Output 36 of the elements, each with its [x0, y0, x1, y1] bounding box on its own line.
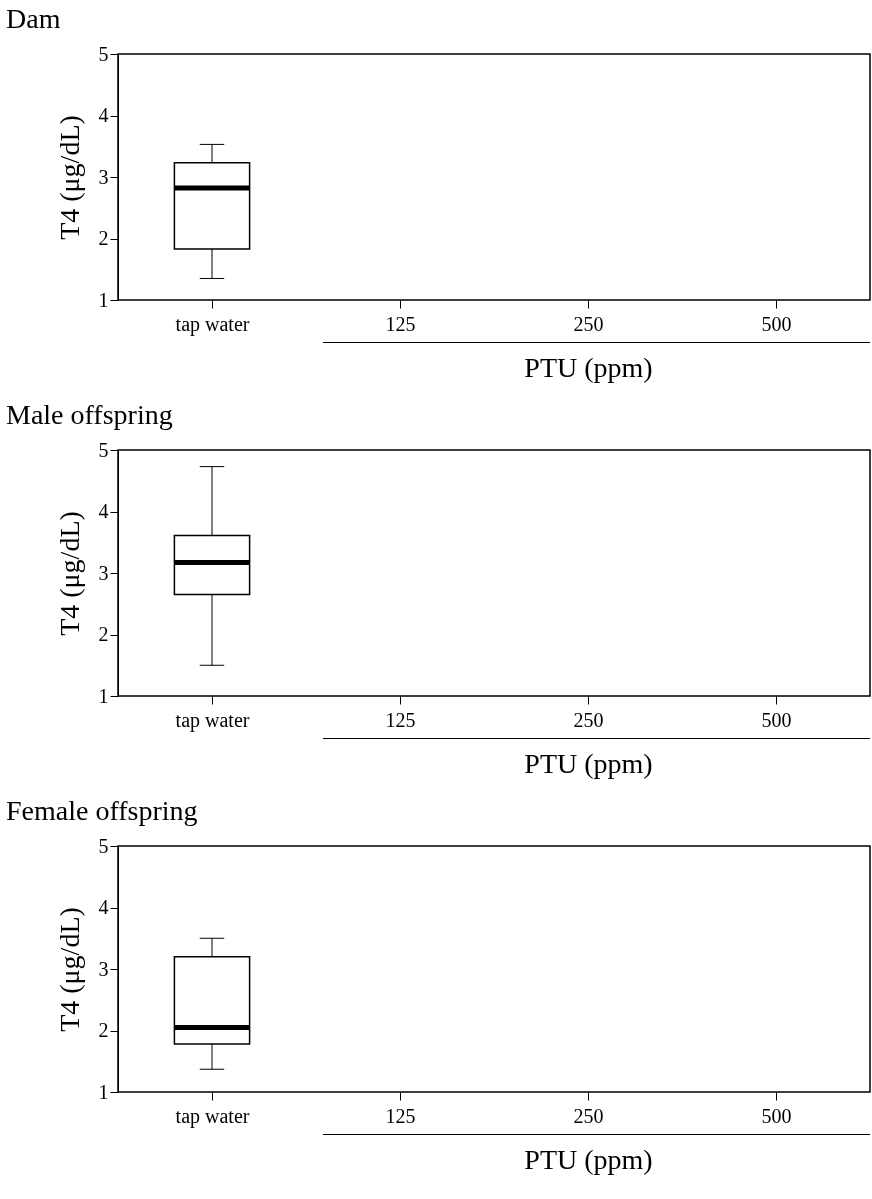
y-tick-label: 4: [98, 500, 109, 522]
x-tick-label: tap water: [175, 1104, 250, 1128]
chart-title: Female offspring: [6, 795, 198, 826]
x-tick-label: 250: [573, 312, 604, 335]
x-tick-label: 125: [385, 708, 416, 731]
y-tick-label: 1: [98, 288, 109, 311]
y-tick-label: 2: [98, 623, 109, 645]
y-tick-label: 3: [98, 957, 109, 980]
chart-title: Male offspring: [6, 399, 173, 430]
x-tick-label: 500: [761, 1104, 792, 1127]
y-tick-label: 5: [98, 834, 109, 857]
y-tick-label: 1: [98, 1080, 109, 1103]
y-axis-title: T4 (μg/dL): [53, 115, 85, 240]
x-tick-label: 125: [385, 1104, 416, 1127]
y-tick-label: 5: [98, 438, 109, 461]
y-tick-label: 4: [98, 896, 109, 918]
y-axis-title: T4 (μg/dL): [53, 511, 85, 636]
y-tick-label: 3: [98, 561, 109, 584]
x-axis-title: PTU (ppm): [524, 1143, 653, 1175]
x-axis-title: PTU (ppm): [524, 351, 653, 383]
y-axis-title: T4 (μg/dL): [53, 907, 85, 1032]
y-tick-label: 2: [98, 1019, 109, 1041]
x-tick-label: 500: [761, 312, 792, 335]
x-tick-label: 125: [385, 312, 416, 335]
x-tick-label: 500: [761, 708, 792, 731]
x-tick-label: tap water: [175, 708, 250, 732]
x-tick-label: tap water: [175, 312, 250, 336]
y-tick-label: 3: [98, 165, 109, 188]
y-tick-label: 1: [98, 684, 109, 707]
y-tick-label: 4: [98, 104, 109, 126]
x-tick-label: 250: [573, 708, 604, 731]
chart-title: Dam: [6, 3, 61, 34]
y-tick-label: 5: [98, 42, 109, 65]
x-axis-title: PTU (ppm): [524, 747, 653, 779]
x-tick-label: 250: [573, 1104, 604, 1127]
y-tick-label: 2: [98, 227, 109, 249]
